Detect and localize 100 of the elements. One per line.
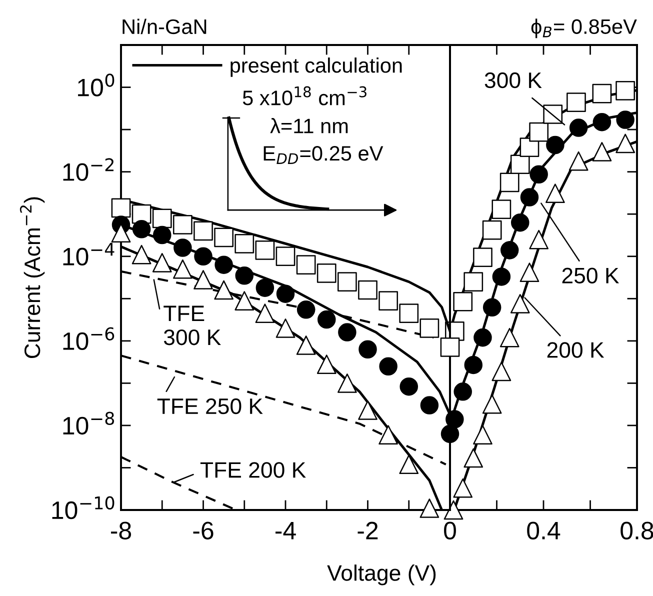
point bbox=[234, 291, 254, 310]
point bbox=[358, 280, 378, 300]
x-axis-title: Voltage (V) bbox=[327, 564, 436, 586]
y-tick-label: 10$^{−6}$ bbox=[63, 327, 114, 350]
point bbox=[510, 294, 530, 314]
point bbox=[316, 264, 336, 283]
point bbox=[255, 240, 275, 260]
point bbox=[546, 136, 564, 154]
chart-title: ϕ$_{B}$= 0.85eV bbox=[531, 18, 637, 38]
x-tick-label: 0.8 bbox=[620, 522, 653, 540]
point bbox=[317, 310, 336, 329]
point bbox=[420, 498, 440, 518]
point bbox=[173, 215, 192, 234]
point bbox=[338, 374, 357, 393]
point bbox=[379, 357, 398, 376]
point bbox=[400, 377, 418, 396]
point bbox=[440, 338, 460, 357]
legend-label: present calculation bbox=[230, 58, 402, 77]
point bbox=[500, 172, 520, 192]
point bbox=[492, 268, 511, 286]
point bbox=[276, 246, 296, 266]
point bbox=[338, 323, 356, 342]
point bbox=[152, 226, 172, 244]
point bbox=[569, 118, 588, 137]
x-tick-label: -8 bbox=[110, 522, 132, 540]
point bbox=[214, 228, 234, 248]
point bbox=[616, 134, 635, 154]
annotation: TFE 300 K bbox=[164, 306, 221, 346]
point bbox=[296, 300, 316, 319]
point bbox=[276, 318, 296, 338]
point bbox=[500, 328, 520, 348]
point bbox=[256, 278, 274, 297]
point bbox=[492, 200, 512, 219]
point bbox=[566, 92, 586, 112]
annotation: E$_{DD}$=0.25 eV bbox=[264, 146, 384, 164]
point bbox=[592, 142, 612, 162]
y-tick-label: 10$^{−2}$ bbox=[63, 158, 114, 181]
point bbox=[482, 394, 502, 414]
point bbox=[173, 259, 192, 279]
point bbox=[464, 356, 483, 374]
point bbox=[378, 425, 398, 445]
point bbox=[492, 362, 512, 382]
point bbox=[132, 244, 152, 264]
point bbox=[111, 198, 131, 218]
point bbox=[464, 272, 484, 292]
point bbox=[520, 262, 540, 282]
point bbox=[111, 223, 131, 243]
annotation: 250 K bbox=[562, 268, 620, 284]
point bbox=[616, 110, 634, 129]
point bbox=[482, 298, 502, 317]
point bbox=[568, 151, 588, 171]
x-tick-label: -2 bbox=[358, 522, 378, 540]
point bbox=[453, 478, 473, 498]
point bbox=[453, 292, 473, 312]
point bbox=[510, 213, 530, 232]
annotation: TFE 250 K bbox=[157, 398, 263, 414]
point bbox=[338, 272, 357, 292]
point bbox=[255, 304, 275, 323]
point bbox=[214, 280, 234, 300]
point bbox=[194, 221, 213, 241]
x-tick-label: -6 bbox=[193, 522, 214, 540]
chart-title: Ni/n-GaN bbox=[122, 18, 206, 34]
point bbox=[592, 84, 612, 104]
point bbox=[616, 81, 635, 100]
point bbox=[234, 234, 254, 254]
x-tick-label: 0 bbox=[444, 522, 456, 540]
point bbox=[530, 165, 548, 184]
annotation: 5 x10$^{18}$ cm$^{−3}$ bbox=[242, 86, 366, 106]
y-tick-label: 10$^{0}$ bbox=[78, 74, 114, 96]
point bbox=[454, 382, 472, 401]
point bbox=[316, 354, 336, 374]
point bbox=[194, 247, 212, 266]
point bbox=[132, 220, 151, 238]
point bbox=[444, 500, 464, 520]
point bbox=[296, 336, 316, 355]
x-tick-label: 0.4 bbox=[527, 522, 560, 540]
point bbox=[152, 208, 172, 228]
point bbox=[482, 220, 502, 240]
point bbox=[378, 291, 398, 310]
y-tick-label: 10$^{−8}$ bbox=[63, 412, 114, 435]
point bbox=[592, 112, 612, 132]
point bbox=[473, 425, 492, 445]
point bbox=[529, 230, 549, 250]
point bbox=[546, 184, 565, 203]
x-tick-label: -4 bbox=[275, 522, 296, 540]
point bbox=[464, 448, 484, 468]
annotation: 200 K bbox=[547, 342, 604, 358]
point bbox=[399, 304, 419, 323]
point bbox=[214, 256, 233, 274]
y-tick-label: 10$^{−4}$ bbox=[63, 242, 114, 266]
y-axis-title: Current (Acm$^{−2}$) bbox=[20, 197, 45, 358]
point bbox=[473, 248, 492, 267]
point bbox=[276, 284, 295, 303]
annotation: TFE 200 K bbox=[200, 462, 306, 478]
point bbox=[474, 328, 492, 347]
point bbox=[194, 270, 213, 290]
point bbox=[235, 266, 254, 285]
point bbox=[500, 241, 519, 260]
y-tick-label: 10$^{−10}$ bbox=[52, 496, 114, 520]
point bbox=[440, 424, 460, 444]
